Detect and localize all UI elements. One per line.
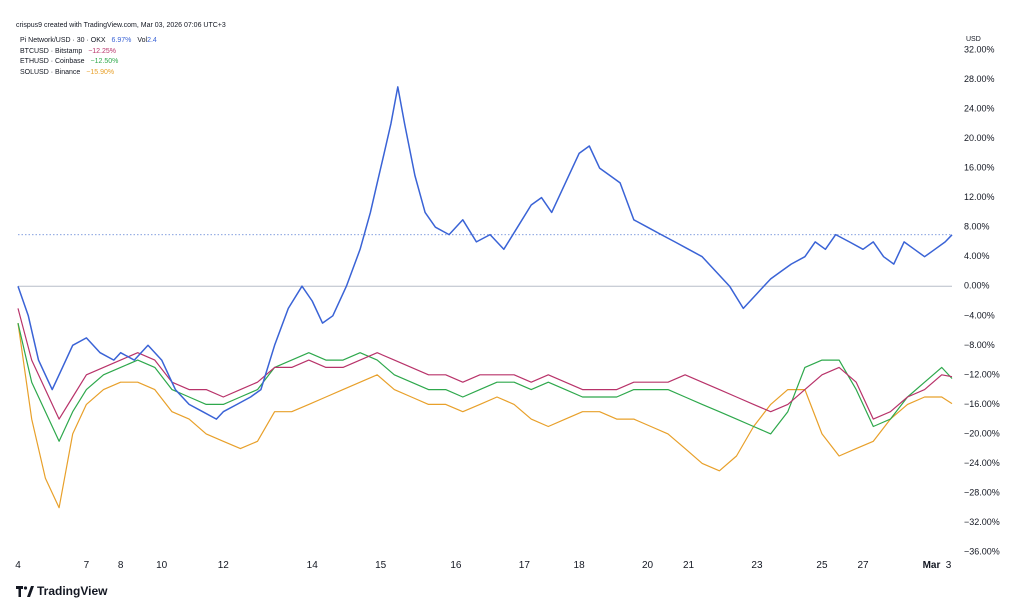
y-tick-label: 12.00% — [964, 192, 995, 202]
legend-sol[interactable]: SOLUSD · Binance −15.90% — [20, 68, 157, 79]
y-tick-label: 16.00% — [964, 163, 995, 173]
legend-main-symbol: Pi Network/USD · 30 · OKX — [20, 37, 106, 44]
tradingview-logo[interactable]: TradingView — [16, 584, 107, 598]
eth-series-line — [17, 322, 953, 442]
legend-eth[interactable]: ETHUSD · Coinbase −12.50% — [20, 57, 157, 68]
pi-series-line — [17, 86, 953, 420]
y-tick-label: −28.00% — [964, 487, 1000, 497]
x-tick-label: 21 — [683, 560, 695, 571]
x-tick-label: 17 — [519, 560, 531, 571]
legend-eth-symbol: ETHUSD · Coinbase — [20, 58, 85, 65]
axis-unit-label: USD — [966, 36, 981, 43]
x-tick-label: Mar — [923, 560, 941, 571]
x-tick-label: 15 — [375, 560, 387, 571]
chart-header: crispus9 created with TradingView.com, M… — [16, 22, 226, 29]
legend-btc[interactable]: BTCUSD · Bitstamp −12.25% — [20, 47, 157, 58]
y-tick-label: −24.00% — [964, 458, 1000, 468]
sol-series-line — [17, 323, 953, 509]
y-tick-label: 28.00% — [964, 74, 995, 84]
y-tick-label: −20.00% — [964, 428, 1000, 438]
legend-main[interactable]: Pi Network/USD · 30 · OKX 6.97% Vol2.4 — [20, 36, 157, 47]
x-tick-label: 12 — [218, 560, 230, 571]
legend-sol-symbol: SOLUSD · Binance — [20, 68, 81, 76]
legend-btc-value: −12.25% — [88, 47, 117, 55]
y-tick-label: −16.00% — [964, 399, 1000, 409]
x-tick-label: 8 — [118, 560, 124, 571]
tradingview-logo-icon — [16, 585, 34, 597]
x-tick-label: 27 — [857, 560, 869, 571]
legend-eth-value: −12.50% — [90, 58, 119, 65]
y-tick-label: −32.00% — [964, 517, 1000, 527]
y-tick-label: 0.00% — [964, 281, 990, 291]
y-tick-label: 4.00% — [964, 251, 990, 261]
x-tick-label: 14 — [307, 560, 319, 571]
y-tick-label: −12.00% — [964, 369, 1000, 379]
x-tick-label: 4 — [15, 560, 21, 571]
x-tick-label: 10 — [156, 560, 168, 571]
x-tick-label: 20 — [642, 560, 654, 571]
y-tick-label: 32.00% — [964, 45, 995, 55]
legend-btc-symbol: BTCUSD · Bitstamp — [20, 47, 83, 55]
y-tick-label: −4.00% — [964, 310, 995, 320]
y-tick-label: 20.00% — [964, 133, 995, 143]
y-tick-label: −8.00% — [964, 340, 995, 350]
legend-sol-value: −15.90% — [86, 68, 115, 76]
x-axis[interactable]: 4 7 8 10 12 14 15 16 17 18 20 21 23 25 27 Mar 3 — [15, 560, 952, 571]
y-tick-label: 24.00% — [964, 104, 995, 114]
x-tick-label: 3 — [946, 560, 952, 571]
btc-series-line — [17, 308, 953, 420]
y-axis[interactable]: 32.00% 28.00% 24.00% 20.00% 16.00% 12.00% 8.00… — [964, 45, 1000, 557]
x-tick-label: 18 — [574, 560, 586, 571]
legend: Pi Network/USD · 30 · OKX 6.97% Vol2.4 B… — [20, 36, 157, 78]
tradingview-logo-text: TradingView — [37, 584, 108, 598]
legend-vol-value: 2.4 — [147, 37, 157, 44]
series-layer — [17, 86, 953, 509]
y-tick-label: −36.00% — [964, 547, 1000, 557]
x-tick-label: 16 — [450, 560, 462, 571]
y-tick-label: 8.00% — [964, 222, 990, 232]
legend-vol-label: Vol — [137, 37, 148, 44]
x-tick-label: 25 — [816, 560, 828, 571]
x-tick-label: 7 — [84, 560, 90, 571]
x-tick-label: 23 — [751, 560, 763, 571]
legend-main-value: 6.97% — [111, 37, 132, 44]
